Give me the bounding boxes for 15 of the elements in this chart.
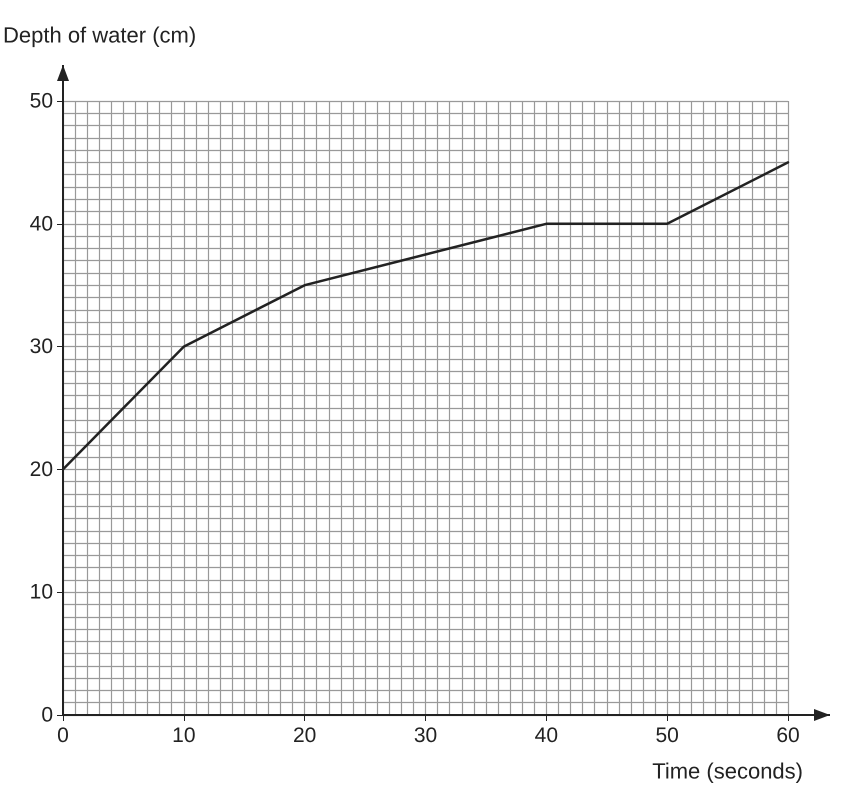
x-tick-label: 30 bbox=[414, 724, 438, 747]
x-tick-label: 40 bbox=[534, 724, 558, 747]
x-tick-label: 50 bbox=[655, 724, 679, 747]
x-tick-label: 20 bbox=[292, 724, 316, 747]
x-tick-label: 60 bbox=[776, 724, 800, 747]
y-tick-label: 30 bbox=[30, 335, 53, 358]
y-tick-label: 10 bbox=[30, 580, 53, 604]
x-axis-title: Time (seconds) bbox=[652, 758, 803, 784]
y-tick-label: 20 bbox=[30, 458, 53, 481]
y-tick-label: 40 bbox=[30, 212, 53, 236]
y-axis-title: Depth of water (cm) bbox=[3, 22, 196, 48]
y-tick-label: 50 bbox=[30, 90, 53, 112]
y-tick-label: 0 bbox=[41, 704, 53, 726]
x-tick-label: 0 bbox=[57, 724, 69, 747]
x-tick-label: 10 bbox=[172, 724, 196, 747]
